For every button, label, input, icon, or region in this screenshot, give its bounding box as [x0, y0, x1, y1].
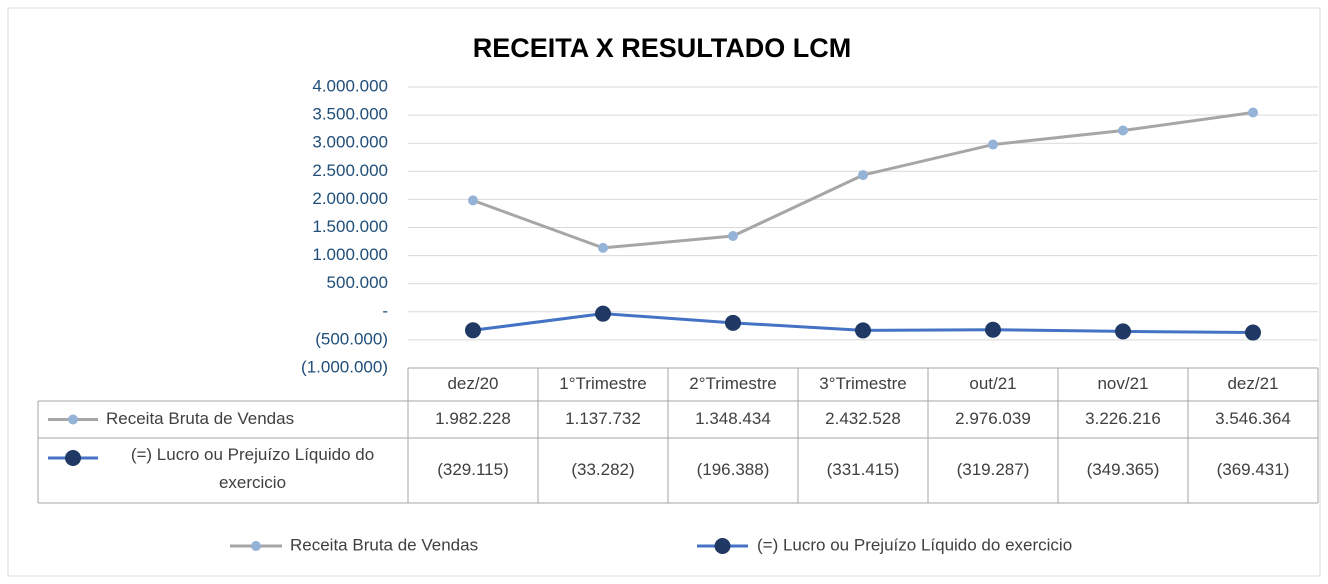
- table-value: 3.226.216: [1085, 409, 1161, 428]
- data-point: [988, 139, 998, 150]
- legend-marker: [714, 538, 731, 554]
- table-legend-label: (=) Lucro ou Prejuízo Líquido do exercic…: [130, 445, 375, 492]
- y-tick-label: 3.000.000: [312, 133, 388, 152]
- table-value: (196.388): [697, 460, 770, 479]
- data-point: [1118, 125, 1128, 136]
- data-point: [858, 170, 868, 181]
- data-point: [728, 231, 738, 242]
- y-tick-label: 3.500.000: [312, 105, 388, 124]
- y-tick-label: 2.500.000: [312, 161, 388, 180]
- data-point: [855, 322, 871, 339]
- legend-label: (=) Lucro ou Prejuízo Líquido do exercic…: [757, 535, 1072, 554]
- data-point: [985, 321, 1001, 338]
- table-value: 1.137.732: [565, 409, 641, 428]
- x-tick-label: 1°Trimestre: [559, 374, 646, 393]
- x-tick-label: nov/21: [1097, 374, 1148, 393]
- data-point: [468, 195, 478, 206]
- x-tick-label: dez/21: [1227, 374, 1278, 393]
- y-tick-label: -: [382, 301, 388, 320]
- table-value: 2.432.528: [825, 409, 901, 428]
- x-tick-label: 2°Trimestre: [689, 374, 776, 393]
- table-value: (331.415): [827, 460, 900, 479]
- table-value: (33.282): [571, 460, 634, 479]
- x-tick-label: 3°Trimestre: [819, 374, 906, 393]
- table-value: 1.982.228: [435, 409, 511, 428]
- data-point: [1248, 107, 1258, 118]
- data-point: [465, 322, 481, 339]
- table-value: 3.546.364: [1215, 409, 1291, 428]
- y-tick-label: (500.000): [315, 329, 388, 348]
- table-value: (319.287): [957, 460, 1030, 479]
- data-point: [598, 242, 608, 253]
- table-value: (329.115): [437, 460, 509, 479]
- y-tick-label: 1.500.000: [312, 217, 388, 236]
- table-legend-marker: [68, 414, 78, 425]
- y-tick-label: 2.000.000: [312, 189, 388, 208]
- table-value: (369.431): [1217, 460, 1290, 479]
- x-tick-label: dez/20: [447, 374, 498, 393]
- data-point: [725, 314, 741, 331]
- y-tick-label: 4.000.000: [312, 76, 388, 95]
- table-value: 2.976.039: [955, 409, 1031, 428]
- table-legend-marker: [65, 450, 81, 466]
- table-legend-label: Receita Bruta de Vendas: [106, 409, 294, 428]
- y-tick-label: (1.000.000): [301, 357, 388, 376]
- data-point: [1115, 323, 1131, 340]
- legend-marker: [251, 541, 261, 551]
- legend-label: Receita Bruta de Vendas: [290, 535, 478, 554]
- data-point: [595, 305, 611, 322]
- y-tick-label: 500.000: [327, 273, 388, 292]
- y-tick-label: 1.000.000: [312, 245, 388, 264]
- x-tick-label: out/21: [969, 374, 1016, 393]
- table-value: 1.348.434: [695, 409, 771, 428]
- table-value: (349.365): [1087, 460, 1160, 479]
- data-point: [1245, 324, 1261, 341]
- chart-border: [7, 7, 1321, 577]
- chart-title: RECEITA X RESULTADO LCM: [473, 33, 852, 63]
